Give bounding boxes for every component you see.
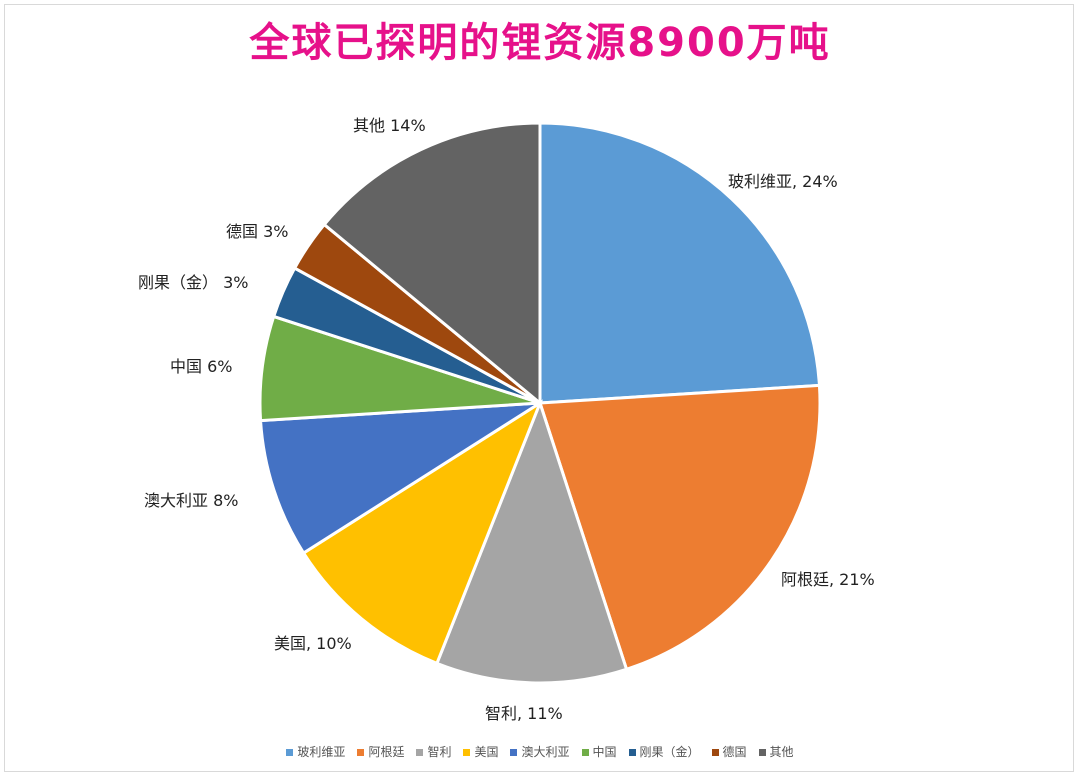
legend-label-8: 其他 (769, 745, 794, 759)
legend-item-1: 阿根廷 (357, 743, 404, 760)
legend-item-6: 刚果（金） (628, 743, 700, 760)
slice-label-3: 美国, 10% (274, 634, 352, 653)
legend-item-2: 智利 (416, 743, 451, 760)
legend-item-0: 玻利维亚 (286, 743, 345, 760)
chart-title: 全球已探明的锂资源8900万吨 (249, 20, 831, 66)
legend-swatch-1 (357, 749, 365, 756)
pie-slice-3 (301, 399, 544, 666)
legend-swatch-3 (463, 749, 471, 756)
slice-label-6: 刚果（金） 3% (138, 273, 248, 292)
pie-slice-8 (322, 121, 542, 407)
pie-slice-1 (537, 383, 822, 672)
slice-label-4: 澳大利亚 8% (144, 491, 238, 510)
legend-swatch-5 (581, 749, 589, 756)
slice-label-1: 阿根廷, 21% (781, 570, 875, 589)
legend-item-3: 美国 (463, 743, 498, 760)
legend-swatch-2 (416, 749, 424, 756)
legend-label-7: 德国 (722, 745, 747, 759)
legend-label-2: 智利 (427, 745, 452, 759)
chart-legend: 玻利维亚 阿根廷 智利 美国 澳大利亚 中国 刚果（金） 德国 其他 (0, 743, 1080, 760)
slice-label-7: 德国 3% (226, 222, 288, 241)
slice-label-5: 中国 6% (170, 357, 232, 376)
legend-label-3: 美国 (474, 745, 499, 759)
chart-frame (4, 4, 1074, 772)
slice-label-0: 玻利维亚, 24% (728, 172, 838, 191)
slice-label-2: 智利, 11% (485, 704, 563, 723)
legend-label-5: 中国 (592, 745, 617, 759)
slice-label-8: 其他 14% (353, 116, 426, 135)
legend-item-7: 德国 (711, 743, 747, 760)
legend-label-6: 刚果（金） (639, 745, 700, 759)
legend-item-4: 澳大利亚 (510, 743, 570, 760)
legend-label-4: 澳大利亚 (521, 745, 570, 759)
legend-item-5: 中国 (581, 743, 617, 760)
legend-swatch-4 (510, 749, 518, 756)
legend-swatch-0 (286, 749, 294, 756)
pie-slice-2 (434, 398, 629, 685)
legend-item-8: 其他 (758, 743, 794, 760)
pie-slice-0 (538, 121, 822, 405)
legend-label-0: 玻利维亚 (297, 745, 346, 759)
legend-label-1: 阿根廷 (368, 745, 405, 759)
pie-slice-4 (258, 401, 541, 556)
legend-swatch-7 (711, 749, 719, 756)
legend-swatch-6 (628, 749, 636, 756)
legend-swatch-8 (758, 749, 766, 756)
